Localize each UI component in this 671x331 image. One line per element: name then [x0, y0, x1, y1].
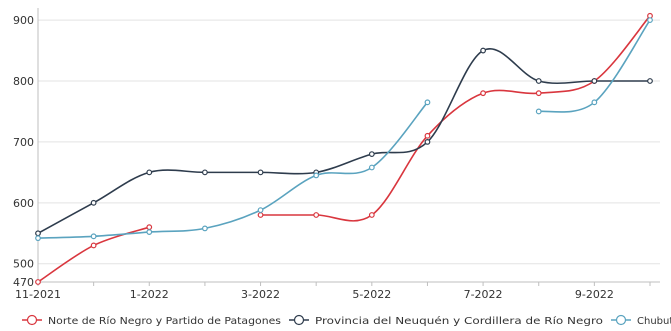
data-point[interactable] [257, 207, 264, 214]
data-point[interactable] [35, 230, 41, 237]
series-points [35, 12, 653, 285]
data-point[interactable] [647, 17, 653, 23]
data-point[interactable] [368, 212, 375, 218]
data-point[interactable] [146, 224, 153, 231]
legend-label: Chubut [637, 316, 671, 327]
grid-lines [38, 19, 660, 283]
legend-marker-circle [293, 314, 305, 326]
data-point[interactable] [368, 164, 375, 171]
series-line [37, 47, 650, 234]
data-point[interactable] [202, 225, 208, 232]
data-point[interactable] [35, 235, 41, 242]
y-tick-label: 700 [13, 136, 34, 149]
legend-marker-circle [26, 314, 38, 326]
data-point[interactable] [90, 242, 97, 249]
data-point[interactable] [480, 47, 486, 54]
data-point[interactable] [368, 151, 375, 157]
legend-label: Norte de Río Negro y Partido de Patagone… [48, 315, 281, 327]
data-point[interactable] [535, 78, 542, 84]
data-point[interactable] [90, 199, 97, 206]
legend-label: Provincia del Neuquén y Cordillera de Rí… [315, 315, 603, 327]
series-line [538, 19, 651, 113]
data-point[interactable] [313, 212, 320, 218]
data-point[interactable] [591, 99, 598, 106]
legend-item[interactable]: Chubut [611, 314, 671, 328]
series-lines [37, 15, 651, 283]
axes: 470 500 600 700 800 900 11-2021 1-2022 3-2022 5-2… [13, 8, 660, 301]
x-tick-label: 5-2022 [352, 288, 391, 301]
data-point[interactable] [202, 169, 208, 176]
y-tick-label: 600 [13, 197, 34, 210]
series-line [260, 15, 651, 222]
data-point[interactable] [35, 279, 41, 285]
x-tick-label: 3-2022 [241, 288, 280, 301]
data-point[interactable] [535, 108, 542, 115]
legend-marker-circle [615, 314, 627, 326]
data-point[interactable] [424, 132, 431, 139]
x-tick-label: 9-2022 [575, 288, 614, 301]
legend-item[interactable]: Provincia del Neuquén y Cordillera de Rí… [289, 314, 603, 327]
y-tick-label: 900 [13, 14, 34, 27]
data-point[interactable] [424, 139, 431, 145]
data-point[interactable] [257, 212, 264, 218]
x-tick-label: 7-2022 [464, 288, 503, 301]
x-tick-label: 11-2021 [15, 288, 61, 301]
data-point[interactable] [90, 233, 97, 240]
series-line [37, 101, 429, 239]
data-point[interactable] [480, 90, 486, 97]
data-point[interactable] [146, 229, 153, 235]
x-tick-label: 1-2022 [130, 288, 169, 301]
data-point[interactable] [647, 78, 653, 84]
y-tick-label: 800 [13, 75, 34, 88]
data-point[interactable] [257, 169, 264, 176]
legend-item[interactable]: Norte de Río Negro y Partido de Patagone… [22, 314, 281, 327]
data-point[interactable] [146, 169, 153, 176]
data-point[interactable] [313, 172, 320, 179]
y-tick-label: 500 [13, 258, 34, 271]
legend: Norte de Río Negro y Partido de Patagone… [22, 314, 671, 328]
y-tick-label: 470 [13, 276, 34, 289]
data-point[interactable] [535, 90, 542, 97]
data-point[interactable] [591, 78, 598, 84]
data-point[interactable] [424, 99, 431, 106]
